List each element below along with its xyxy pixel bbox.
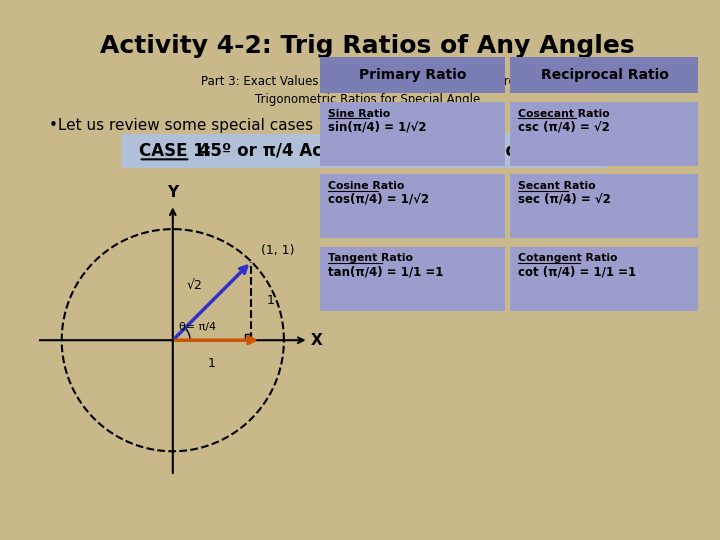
Text: cot (π/4) = 1/1 =1: cot (π/4) = 1/1 =1 <box>518 265 636 278</box>
Text: Activity 4-2: Trig Ratios of Any Angles: Activity 4-2: Trig Ratios of Any Angles <box>100 34 634 58</box>
Bar <box>320 174 505 238</box>
Text: 45º or π/4 Acute Angle with a Radius of √2: 45º or π/4 Acute Angle with a Radius of … <box>193 142 598 160</box>
Bar <box>320 102 505 166</box>
FancyBboxPatch shape <box>122 134 606 168</box>
Text: Cosine Ratio: Cosine Ratio <box>328 181 404 191</box>
Bar <box>320 57 505 93</box>
Text: csc (π/4) = √2: csc (π/4) = √2 <box>518 120 610 133</box>
Text: 1: 1 <box>266 294 274 307</box>
Bar <box>510 102 698 166</box>
Text: 1: 1 <box>208 356 216 370</box>
Text: sec (π/4) = √2: sec (π/4) = √2 <box>518 193 611 206</box>
Text: X: X <box>311 333 323 348</box>
Bar <box>510 57 698 93</box>
Bar <box>510 174 698 238</box>
Bar <box>320 247 505 310</box>
Text: Part 3: Exact Values of the Trigonometric and Reciprocal: Part 3: Exact Values of the Trigonometri… <box>202 75 533 87</box>
Text: Sine Ratio: Sine Ratio <box>328 109 390 119</box>
Text: Cosecant Ratio: Cosecant Ratio <box>518 109 609 119</box>
Text: √2: √2 <box>186 279 202 292</box>
Text: Reciprocal Ratio: Reciprocal Ratio <box>541 68 668 82</box>
Text: CASE 1:: CASE 1: <box>139 142 211 160</box>
Text: Tangent Ratio: Tangent Ratio <box>328 253 413 264</box>
Text: •Let us review some special cases: •Let us review some special cases <box>49 118 313 133</box>
Text: (1, 1): (1, 1) <box>261 244 294 256</box>
Bar <box>510 247 698 310</box>
Text: sin(π/4) = 1/√2: sin(π/4) = 1/√2 <box>328 120 426 133</box>
Text: Cotangent Ratio: Cotangent Ratio <box>518 253 617 264</box>
Text: θ= π/4: θ= π/4 <box>179 322 217 332</box>
Text: cos(π/4) = 1/√2: cos(π/4) = 1/√2 <box>328 193 428 206</box>
Text: Secant Ratio: Secant Ratio <box>518 181 595 191</box>
Text: tan(π/4) = 1/1 =1: tan(π/4) = 1/1 =1 <box>328 265 443 278</box>
Text: Y: Y <box>167 185 179 200</box>
Text: Primary Ratio: Primary Ratio <box>359 68 467 82</box>
Text: Trigonometric Ratios for Special Angle: Trigonometric Ratios for Special Angle <box>255 93 480 106</box>
